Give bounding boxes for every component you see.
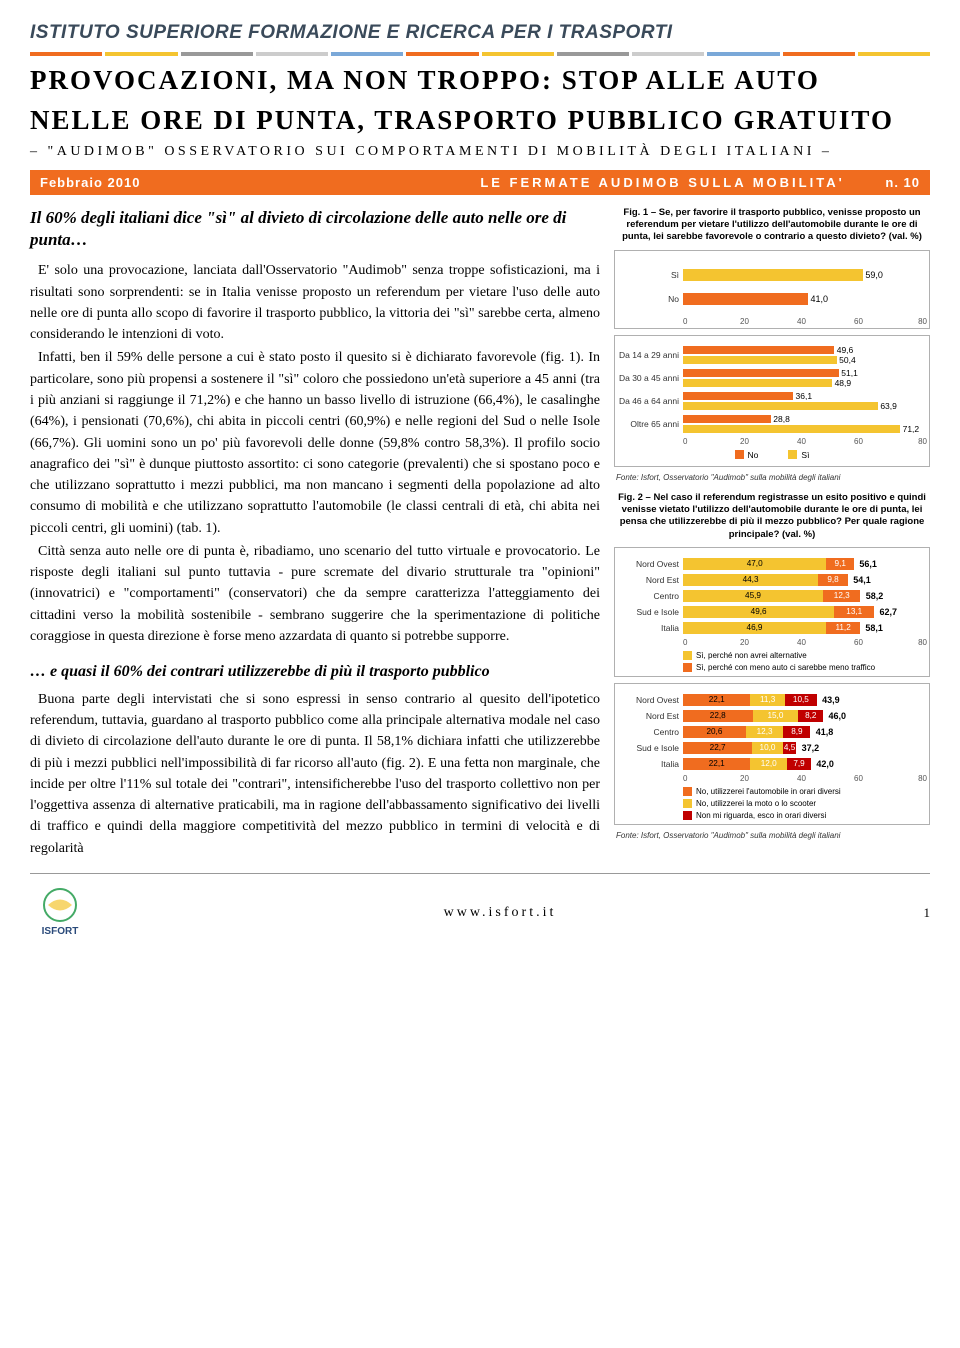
main-title: PROVOCAZIONI, MA NON TROPPO: STOP ALLE A… bbox=[30, 64, 930, 138]
main-text-column: Il 60% degli italiani dice "sì" al divie… bbox=[30, 207, 600, 859]
issue-bar: Febbraio 2010 LE FERMATE AUDIMOB SULLA M… bbox=[30, 170, 930, 195]
fig1-source: Fonte: Isfort, Osservatorio "Audimob" su… bbox=[616, 473, 930, 482]
title-line-2: NELLE ORE DI PUNTA, TRASPORTO PUBBLICO G… bbox=[30, 104, 930, 138]
paragraph-1: E' solo una provocazione, lanciata dall'… bbox=[30, 260, 600, 345]
paragraph-3: Città senza auto nelle ore di punta è, r… bbox=[30, 541, 600, 647]
isfort-logo: ISFORT bbox=[30, 884, 90, 942]
paragraph-2: Infatti, ben il 59% delle persone a cui … bbox=[30, 347, 600, 538]
org-header: ISTITUTO SUPERIORE FORMAZIONE E RICERCA … bbox=[30, 18, 930, 50]
subtitle: – "AUDIMOB" OSSERVATORIO SUI COMPORTAMEN… bbox=[30, 144, 930, 160]
fig1-caption: Fig. 1 – Se, per favorire il trasporto p… bbox=[614, 207, 930, 244]
fig1b-chart: Da 14 a 29 anni49,650,4Da 30 a 45 anni51… bbox=[614, 335, 930, 467]
issue-date: Febbraio 2010 bbox=[40, 175, 455, 190]
issue-number: n. 10 bbox=[870, 175, 920, 190]
fig2-caption: Fig. 2 – Nel caso il referendum registra… bbox=[614, 492, 930, 541]
page-number: 1 bbox=[910, 905, 930, 921]
decor-row bbox=[30, 52, 930, 56]
paragraph-4: Buona parte degli intervistati che si so… bbox=[30, 689, 600, 859]
lead-heading-2: … e quasi il 60% dei contrari utilizzere… bbox=[30, 661, 600, 683]
fig2-source: Fonte: Isfort, Osservatorio "Audimob" su… bbox=[616, 831, 930, 840]
fig1a-chart: Sì59,0No41,0020406080 bbox=[614, 250, 930, 329]
fig2b-chart: Nord Ovest22,111,310,543,9Nord Est22,815… bbox=[614, 683, 930, 825]
fig2a-chart: Nord Ovest47,09,156,1Nord Est44,39,854,1… bbox=[614, 547, 930, 677]
page-root: ISTITUTO SUPERIORE FORMAZIONE E RICERCA … bbox=[0, 0, 960, 954]
footer-url: www.isfort.it bbox=[90, 905, 910, 921]
logo-text: ISFORT bbox=[42, 926, 79, 937]
columns: Il 60% degli italiani dice "sì" al divie… bbox=[30, 207, 930, 859]
figures-column: Fig. 1 – Se, per favorire il trasporto p… bbox=[614, 207, 930, 859]
lead-heading-1: Il 60% degli italiani dice "sì" al divie… bbox=[30, 207, 600, 253]
series-name: LE FERMATE AUDIMOB SULLA MOBILITA' bbox=[455, 175, 870, 190]
title-line-1: PROVOCAZIONI, MA NON TROPPO: STOP ALLE A… bbox=[30, 64, 930, 98]
footer: ISFORT www.isfort.it 1 bbox=[30, 873, 930, 942]
